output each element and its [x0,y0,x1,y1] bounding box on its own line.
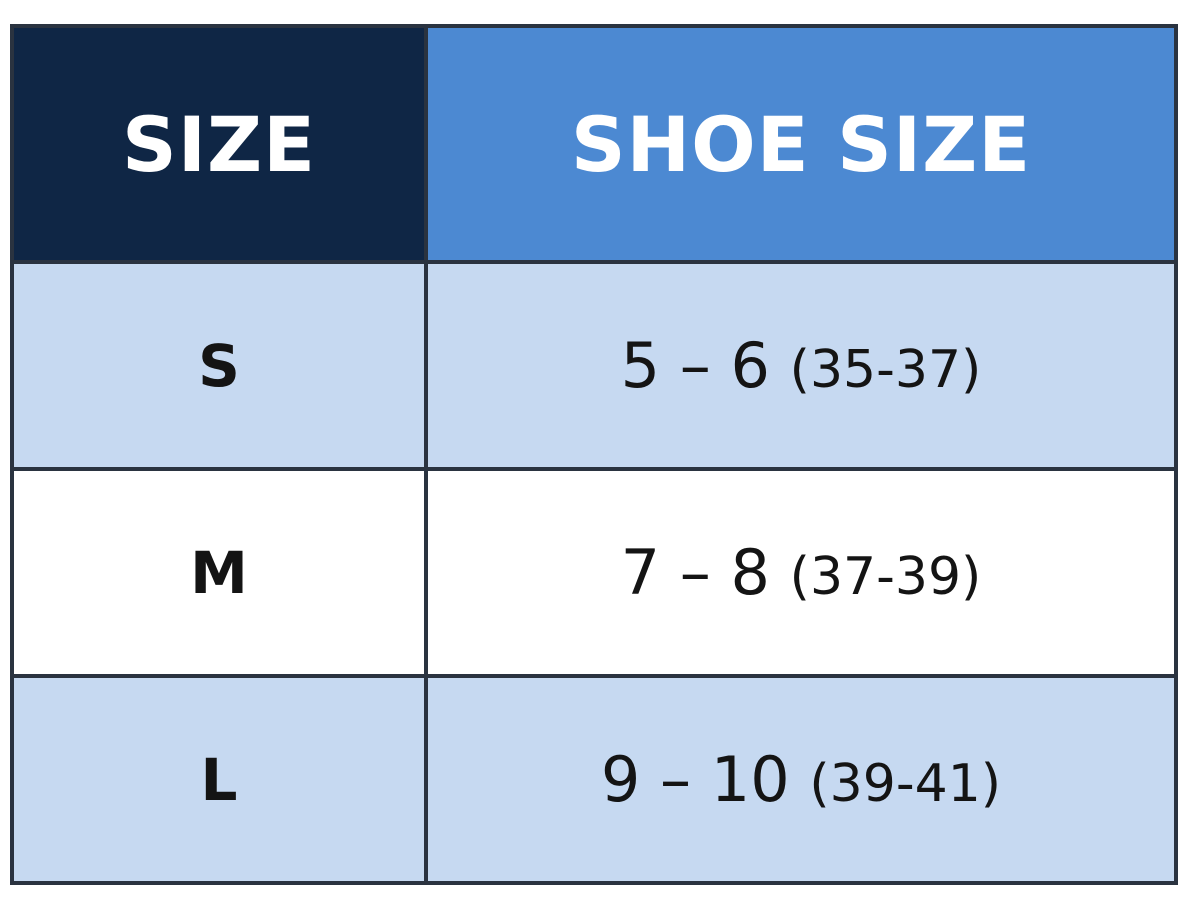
eu-size: (35-37) [789,340,982,400]
us-size: 9 – 10 [600,743,790,816]
size-chart-table: SIZE SHOE SIZE S 5 – 6 (35-37) M 7 – 8 (… [10,24,1178,885]
table-row: S 5 – 6 (35-37) [10,260,1178,471]
table-row: M 7 – 8 (37-39) [10,467,1178,678]
header-size: SIZE [10,24,428,264]
size-cell: L [10,674,428,885]
us-size: 7 – 8 [620,536,770,609]
header-row: SIZE SHOE SIZE [10,24,1178,264]
table-row: L 9 – 10 (39-41) [10,674,1178,885]
eu-size: (39-41) [809,754,1002,814]
shoe-size-cell: 7 – 8 (37-39) [424,467,1178,678]
us-size: 5 – 6 [620,329,770,402]
shoe-size-cell: 9 – 10 (39-41) [424,674,1178,885]
shoe-size-cell: 5 – 6 (35-37) [424,260,1178,471]
size-cell: S [10,260,428,471]
size-cell: M [10,467,428,678]
header-shoe-size: SHOE SIZE [424,24,1178,264]
eu-size: (37-39) [789,547,982,607]
